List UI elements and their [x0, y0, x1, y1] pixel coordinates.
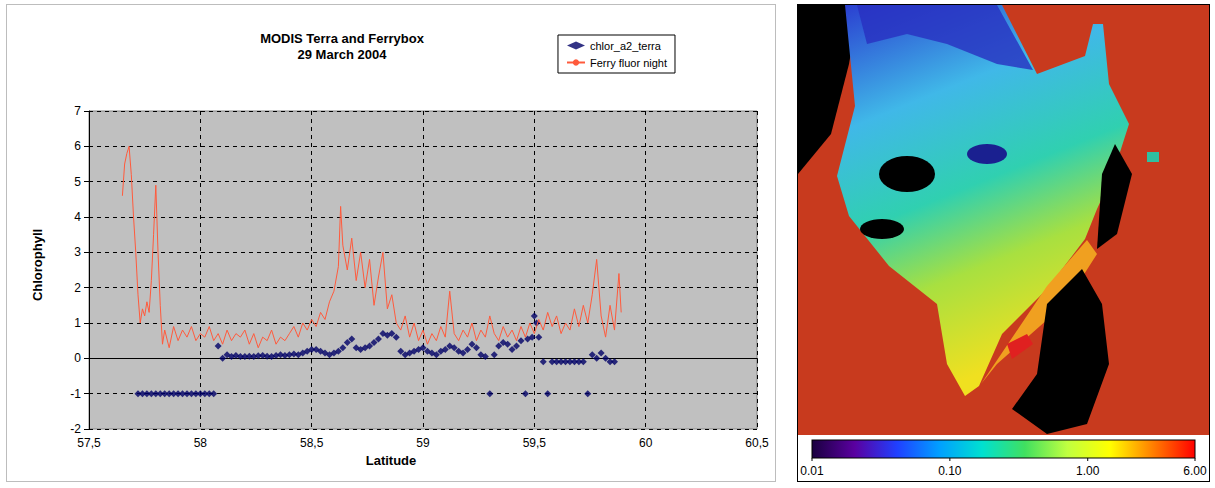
- svg-text:0: 0: [74, 351, 81, 365]
- svg-text:60,5: 60,5: [745, 436, 769, 450]
- svg-text:59,5: 59,5: [523, 436, 547, 450]
- svg-text:60: 60: [639, 436, 653, 450]
- svg-text:1.00: 1.00: [1076, 464, 1100, 478]
- svg-text:58: 58: [194, 436, 208, 450]
- svg-text:6: 6: [74, 139, 81, 153]
- svg-text:1: 1: [74, 316, 81, 330]
- svg-text:MODIS Terra and Ferrybox: MODIS Terra and Ferrybox: [260, 31, 425, 46]
- svg-text:Latitude: Latitude: [366, 453, 417, 468]
- svg-text:58,5: 58,5: [300, 436, 324, 450]
- svg-text:7: 7: [74, 104, 81, 118]
- svg-text:3: 3: [74, 245, 81, 259]
- svg-text:4: 4: [74, 210, 81, 224]
- svg-text:0.10: 0.10: [938, 464, 962, 478]
- svg-text:0.01: 0.01: [800, 464, 824, 478]
- svg-text:2: 2: [74, 281, 81, 295]
- svg-text:-2: -2: [70, 422, 81, 436]
- svg-text:5: 5: [74, 175, 81, 189]
- svg-text:chlor_a2_terra: chlor_a2_terra: [590, 40, 662, 52]
- svg-text:6.00: 6.00: [1183, 464, 1207, 478]
- svg-text:59: 59: [416, 436, 430, 450]
- svg-text:Chlorophyll: Chlorophyll: [30, 229, 45, 301]
- svg-text:Ferry fluor night: Ferry fluor night: [590, 57, 667, 69]
- svg-text:29 March 2004: 29 March 2004: [298, 47, 388, 62]
- svg-text:57,5: 57,5: [77, 436, 101, 450]
- svg-text:-1: -1: [70, 387, 81, 401]
